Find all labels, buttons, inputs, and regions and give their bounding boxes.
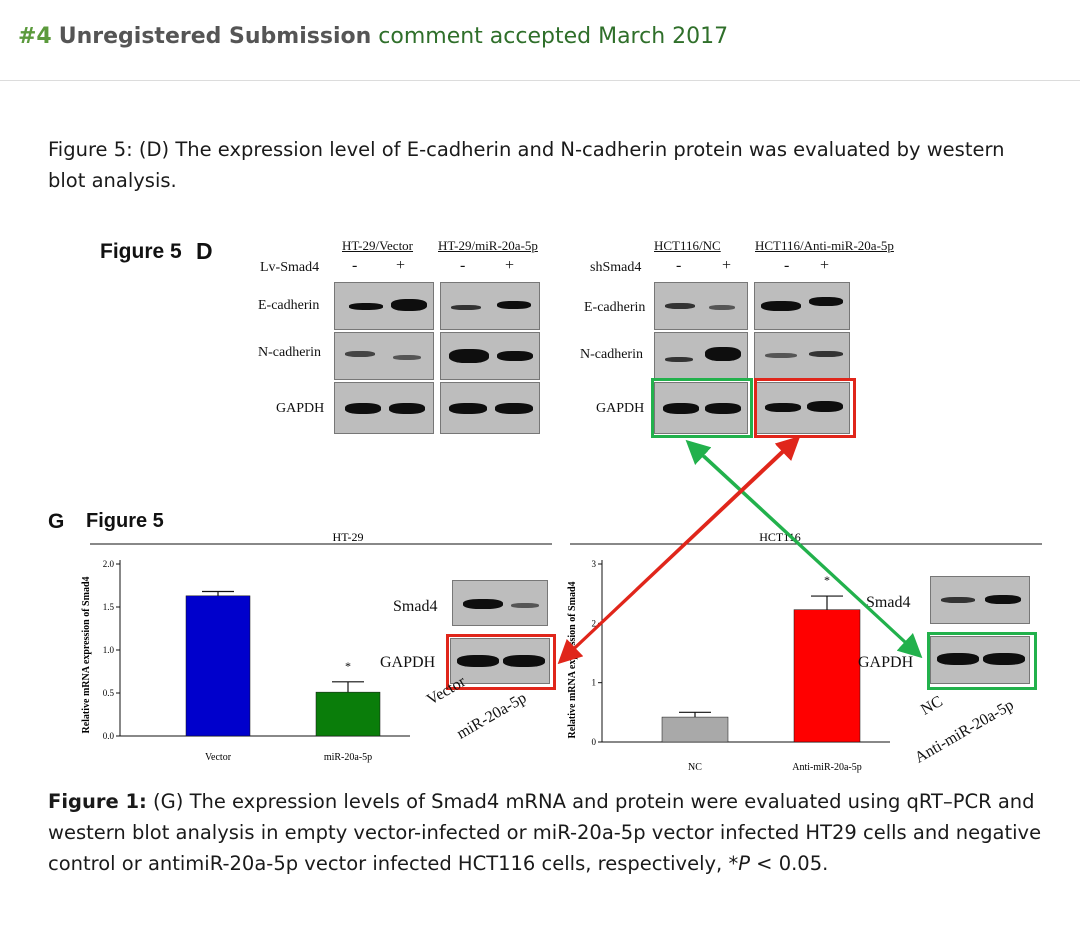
caption-text: (G) The expression levels of Smad4 mRNA … bbox=[48, 790, 1042, 875]
blot-label-gapdh-left: GAPDH bbox=[380, 654, 436, 671]
sign: - bbox=[460, 257, 466, 274]
figure1g-caption: Figure 1: (G) The expression levels of S… bbox=[48, 786, 1048, 879]
band-label-ncadherin-right: N-cadherin bbox=[580, 347, 643, 362]
blot-hct116-anti-ncad bbox=[754, 332, 850, 380]
sign: + bbox=[820, 257, 830, 274]
sign: + bbox=[505, 257, 515, 274]
sign: + bbox=[722, 257, 732, 274]
comment-title-line: #4 Unregistered Submission comment accep… bbox=[18, 24, 728, 49]
figure5d-caption: Figure 5: (D) The expression level of E-… bbox=[48, 138, 1005, 192]
chart-bars: NC * Anti-miR-20a-5p bbox=[661, 573, 862, 773]
hct116-nc-header: HCT116/NC bbox=[654, 238, 721, 253]
chart-bars: Vector * miR-20a-5p bbox=[185, 590, 381, 763]
band-label-gapdh-right: GAPDH bbox=[596, 401, 645, 416]
caption-text-end: < 0.05. bbox=[749, 852, 829, 875]
chart-title: HCT116 bbox=[759, 530, 801, 544]
sign: - bbox=[352, 257, 358, 274]
caption-figure-label: Figure 1: bbox=[48, 790, 147, 813]
y-tick-label: 1 bbox=[592, 678, 597, 688]
y-tick-label: 2 bbox=[592, 618, 597, 628]
blot-ht29-vector-ncad bbox=[334, 332, 434, 380]
y-tick-label: 1.0 bbox=[103, 645, 115, 655]
category-label: Anti-miR-20a-5p bbox=[792, 762, 861, 773]
caption-p-symbol: P bbox=[738, 852, 750, 875]
category-label: miR-20a-5p bbox=[324, 752, 372, 763]
comment-number[interactable]: #4 bbox=[18, 24, 52, 49]
blot-hct116-anti-gapdh bbox=[754, 382, 850, 434]
y-tick-label: 3 bbox=[592, 559, 597, 569]
lv-smad4-label: Lv-Smad4 bbox=[260, 260, 320, 275]
highlight-box-red-bottom bbox=[446, 634, 556, 690]
ht29-vector-header: HT-29/Vector bbox=[342, 238, 414, 253]
blot-ht29-mir-gapdh bbox=[440, 382, 540, 434]
blot-label-smad4-left: Smad4 bbox=[393, 598, 438, 615]
blot-hct116-smad4 bbox=[930, 576, 1030, 624]
blot-hct116-nc-gapdh bbox=[654, 382, 748, 434]
bar bbox=[315, 691, 381, 737]
blot-ht29-gapdh-g bbox=[450, 638, 550, 684]
blot-label-gapdh-right: GAPDH bbox=[858, 654, 914, 671]
comment-status: comment accepted March 2017 bbox=[378, 24, 729, 49]
blot-ht29-vector-ecad bbox=[334, 282, 434, 330]
bar bbox=[185, 595, 251, 737]
chart-ylabel: Relative mRNA expression of Smad4 bbox=[567, 581, 578, 738]
blot-ht29-vector-gapdh bbox=[334, 382, 434, 434]
blot-hct116-nc-ecad bbox=[654, 282, 748, 330]
chart-title: HT-29 bbox=[333, 530, 364, 544]
blot-ht29-mir-ncad bbox=[440, 332, 540, 380]
highlight-box-green-top bbox=[651, 378, 753, 438]
blot-hct116-gapdh-g bbox=[930, 636, 1030, 684]
chart-ht29: HT-29 Relative mRNA expression of Smad4 … bbox=[81, 530, 552, 763]
blot-ht29-smad4 bbox=[452, 580, 548, 626]
hct116-anti-header: HCT116/Anti-miR-20a-5p bbox=[755, 238, 894, 253]
blot-ht29-mir-ecad bbox=[440, 282, 540, 330]
blot-hct116-anti-ecad bbox=[754, 282, 850, 330]
category-label: Vector bbox=[205, 752, 232, 763]
bar bbox=[661, 716, 729, 743]
figure5g-title: Figure 5 bbox=[86, 510, 164, 532]
y-tick-label: 0.5 bbox=[103, 688, 115, 698]
sign: - bbox=[676, 257, 682, 274]
band-label-ncadherin: N-cadherin bbox=[258, 345, 321, 360]
comment-author: Unregistered Submission bbox=[58, 24, 372, 49]
blot-label-smad4-right: Smad4 bbox=[866, 594, 911, 611]
y-tick-label: 0 bbox=[592, 737, 597, 747]
category-label: NC bbox=[688, 762, 702, 773]
figure5d-panel-letter: D bbox=[196, 238, 213, 264]
chart-ylabel: Relative mRNA expression of Smad4 bbox=[81, 576, 92, 733]
significance-marker: * bbox=[824, 573, 830, 587]
sign: - bbox=[784, 257, 790, 274]
blot-hct116-nc-ncad bbox=[654, 332, 748, 380]
highlight-box-green-bottom bbox=[927, 632, 1037, 690]
band-label-ecadherin: E-cadherin bbox=[258, 298, 320, 313]
figure5g-panel-letter: G bbox=[48, 510, 65, 533]
y-tick-label: 2.0 bbox=[103, 559, 115, 569]
ht29-mir-header: HT-29/miR-20a-5p bbox=[438, 238, 538, 253]
shsmad4-label: shSmad4 bbox=[590, 260, 642, 275]
bar bbox=[793, 609, 861, 743]
comment-header: #4 Unregistered Submission comment accep… bbox=[0, 0, 1080, 81]
highlight-box-red-top bbox=[754, 378, 856, 438]
significance-marker: * bbox=[345, 659, 351, 673]
band-label-ecadherin-right: E-cadherin bbox=[584, 300, 646, 315]
y-tick-label: 1.5 bbox=[103, 602, 115, 612]
band-label-gapdh: GAPDH bbox=[276, 401, 325, 416]
chart-axes: 0.0 0.5 1.0 1.5 2.0 bbox=[103, 559, 410, 741]
figure5d-title: Figure 5 bbox=[100, 240, 182, 263]
y-tick-label: 0.0 bbox=[103, 731, 115, 741]
sign: + bbox=[396, 257, 406, 274]
